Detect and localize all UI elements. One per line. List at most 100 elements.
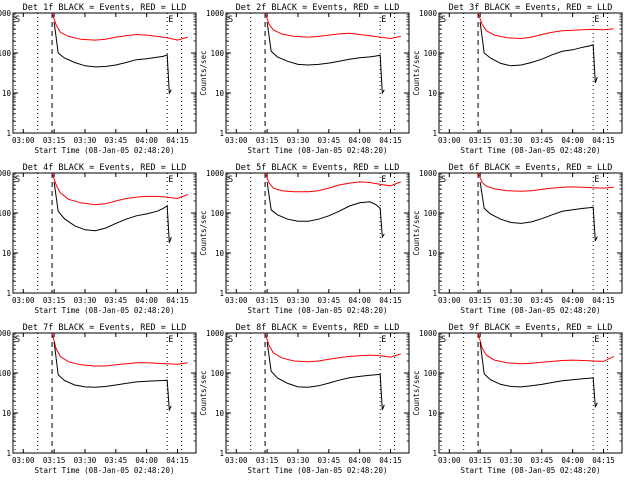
events-series-line <box>53 21 172 95</box>
lld-series-line <box>264 12 401 40</box>
start-marker: S <box>441 335 446 345</box>
x-tick-label: 03:15 <box>469 296 492 305</box>
x-tick-label: 04:15 <box>379 296 402 305</box>
x-tick-label: 03:45 <box>531 296 554 305</box>
x-tick-label: 04:00 <box>561 296 584 305</box>
y-tick-label: 10 <box>215 89 225 98</box>
end-marker: E <box>594 15 599 25</box>
x-tick-label: 03:00 <box>12 456 35 465</box>
x-tick-label: 04:15 <box>166 456 189 465</box>
x-tick-label: 04:00 <box>348 296 371 305</box>
y-tick-label: 100 <box>0 209 11 218</box>
y-axis-label: Counts/sec <box>412 210 421 255</box>
panel-title: Det 8f BLACK = Events, RED = LLD <box>236 323 400 333</box>
plot-frame <box>12 12 197 134</box>
panel-title: Det 5f BLACK = Events, RED = LLD <box>236 163 400 173</box>
plot-frame <box>225 12 410 134</box>
y-tick-label: 1000 <box>206 169 225 178</box>
x-axis-label: Start Time (08-Jan-05 02:48:20) <box>248 306 388 315</box>
y-tick-label: 1000 <box>419 9 438 18</box>
x-tick-label: 04:15 <box>166 136 189 145</box>
x-axis-label: Start Time (08-Jan-05 02:48:20) <box>248 466 388 475</box>
x-tick-label: 03:30 <box>287 136 310 145</box>
start-marker: S <box>441 15 446 25</box>
y-tick-label: 10 <box>428 89 438 98</box>
plot-frame <box>225 172 410 294</box>
x-tick-label: 04:15 <box>379 456 402 465</box>
x-tick-label: 04:00 <box>561 136 584 145</box>
lld-series-line <box>477 332 615 365</box>
y-tick-label: 1 <box>219 129 224 138</box>
y-axis-label: Counts/sec <box>199 50 208 95</box>
start-marker: S <box>15 335 20 345</box>
y-tick-label: 1000 <box>0 9 11 18</box>
panel-title: Det 7f BLACK = Events, RED = LLD <box>23 323 187 333</box>
x-tick-label: 04:15 <box>592 456 615 465</box>
x-tick-label: 03:15 <box>43 136 66 145</box>
y-tick-label: 1 <box>432 449 437 458</box>
x-tick-label: 03:45 <box>531 456 554 465</box>
x-tick-label: 03:45 <box>105 296 128 305</box>
panel-7: Det 7f BLACK = Events, RED = LLD 1 10 100 10… <box>0 323 197 475</box>
y-tick-label: 100 <box>0 49 11 58</box>
y-tick-label: 10 <box>428 409 438 418</box>
end-marker: E <box>381 15 386 25</box>
x-tick-label: 03:00 <box>438 296 461 305</box>
start-marker: S <box>441 175 446 185</box>
y-tick-label: 100 <box>210 49 224 58</box>
start-marker: S <box>228 15 233 25</box>
end-marker: E <box>168 175 173 185</box>
x-tick-label: 03:30 <box>74 136 97 145</box>
y-tick-label: 10 <box>215 409 225 418</box>
x-axis-label: Start Time (08-Jan-05 02:48:20) <box>461 146 601 155</box>
y-tick-label: 1000 <box>206 9 225 18</box>
end-marker: E <box>594 335 599 345</box>
x-tick-label: 03:15 <box>256 456 279 465</box>
lld-series-line <box>264 172 401 193</box>
panel-9: Det 9f BLACK = Events, RED = LLD 1 10 100 10… <box>412 323 623 475</box>
lld-series-line <box>477 172 614 192</box>
y-tick-label: 10 <box>428 249 438 258</box>
y-tick-label: 100 <box>423 49 437 58</box>
panel-title: Det 1f BLACK = Events, RED = LLD <box>23 3 187 13</box>
y-tick-label: 1000 <box>0 329 11 338</box>
events-series-line <box>479 21 598 83</box>
x-tick-label: 04:00 <box>348 456 371 465</box>
panel-2: Det 2f BLACK = Events, RED = LLD 1 10 100 10… <box>199 3 410 155</box>
x-axis-label: Start Time (08-Jan-05 02:48:20) <box>461 306 601 315</box>
y-tick-label: 10 <box>2 249 12 258</box>
x-tick-label: 03:00 <box>12 136 35 145</box>
start-marker: S <box>15 15 20 25</box>
lld-series-line <box>264 332 401 363</box>
x-tick-label: 03:15 <box>469 456 492 465</box>
x-tick-label: 04:00 <box>135 296 158 305</box>
plot-frame <box>225 332 410 454</box>
events-series-line <box>266 341 385 410</box>
panel-title: Det 2f BLACK = Events, RED = LLD <box>236 3 400 13</box>
y-tick-label: 1000 <box>419 169 438 178</box>
y-tick-label: 1 <box>219 289 224 298</box>
x-tick-label: 03:30 <box>500 136 523 145</box>
y-tick-label: 1 <box>432 129 437 138</box>
y-tick-label: 1 <box>6 129 11 138</box>
plot-frame <box>438 12 623 134</box>
y-tick-label: 10 <box>2 89 12 98</box>
x-tick-label: 03:15 <box>43 296 66 305</box>
x-tick-label: 04:00 <box>135 456 158 465</box>
panel-title: Det 6f BLACK = Events, RED = LLD <box>449 163 613 173</box>
x-tick-label: 04:00 <box>561 456 584 465</box>
x-tick-label: 04:15 <box>166 296 189 305</box>
plot-frame <box>438 172 623 294</box>
panel-1: Det 1f BLACK = Events, RED = LLD 1 10 100 10… <box>0 3 197 155</box>
x-tick-label: 03:45 <box>318 296 341 305</box>
x-tick-label: 04:15 <box>592 136 615 145</box>
start-marker: S <box>15 175 20 185</box>
y-tick-label: 10 <box>2 409 12 418</box>
x-tick-label: 04:15 <box>379 136 402 145</box>
events-series-line <box>53 181 172 243</box>
events-series-line <box>479 181 598 242</box>
start-marker: S <box>228 335 233 345</box>
end-marker: E <box>381 335 386 345</box>
